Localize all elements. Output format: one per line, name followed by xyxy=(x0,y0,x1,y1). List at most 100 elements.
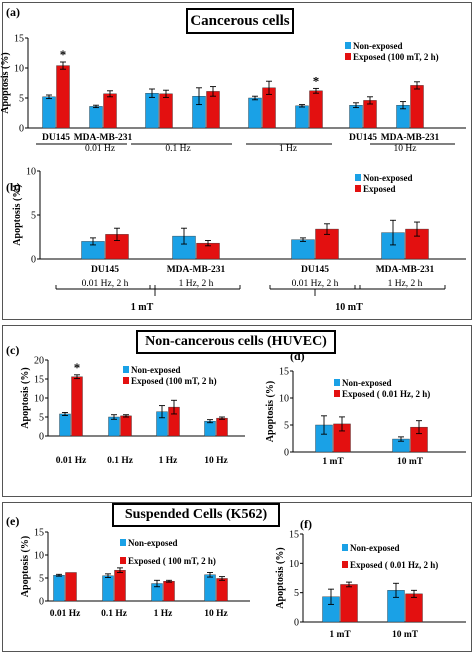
y-tick-label: 5 xyxy=(39,413,44,424)
y-tick-label: 0 xyxy=(19,124,24,135)
legend-swatch xyxy=(120,557,126,564)
y-axis-label: Apoptosis (%) xyxy=(20,536,31,597)
x-category-label: DU145 xyxy=(349,133,377,143)
y-tick-label: 5 xyxy=(294,588,299,599)
y-tick-label: 15 xyxy=(279,367,289,378)
legend-label: Non-exposed xyxy=(363,173,413,183)
bar xyxy=(410,85,424,129)
legend-label: Exposed ( 0.01 Hz, 2 h) xyxy=(342,389,430,399)
panel-letter: (f) xyxy=(300,517,312,531)
x-category-label: 10 mT xyxy=(392,630,419,640)
y-axis-label: Apoptosis (%) xyxy=(12,184,23,245)
bar xyxy=(114,569,126,602)
legend-label: Exposed ( 0.01 Hz, 2 h) xyxy=(350,560,438,570)
x-sublabel: 0.01 Hz, 2 h xyxy=(82,279,129,289)
y-tick-label: 10 xyxy=(279,394,289,405)
group-label: 10 Hz xyxy=(394,144,417,154)
significance-star: * xyxy=(74,360,81,375)
group-label: 1 Hz xyxy=(279,144,297,154)
x-category-label: 10 mT xyxy=(397,457,424,467)
y-tick-label: 0 xyxy=(39,432,44,443)
bar xyxy=(405,593,423,623)
y-tick-label: 0 xyxy=(31,255,36,266)
bar xyxy=(340,584,358,623)
noncancerous-heading: Non-cancerous cells (HUVEC) xyxy=(136,330,336,354)
legend-swatch xyxy=(342,544,348,551)
bar xyxy=(349,104,363,129)
y-tick-label: 10 xyxy=(289,559,299,570)
bar xyxy=(103,93,117,129)
legend-label: Non-exposed xyxy=(342,378,392,388)
legend-label: Exposed (100 mT, 2 h) xyxy=(353,52,439,62)
y-tick-label: 5 xyxy=(31,211,36,222)
bar xyxy=(59,413,71,437)
bar xyxy=(56,65,70,129)
legend-label: Non-exposed xyxy=(131,365,181,375)
bar xyxy=(204,574,216,602)
y-tick-label: 0 xyxy=(39,597,44,608)
x-category-label: MDA-MB-231 xyxy=(167,265,226,275)
panel-letter: (c) xyxy=(6,343,19,357)
legend-swatch xyxy=(120,539,126,546)
y-tick-label: 0 xyxy=(284,448,289,459)
x-sublabel: 1 Hz, 2 h xyxy=(388,279,423,289)
y-tick-label: 5 xyxy=(39,574,44,585)
bar xyxy=(163,581,175,602)
bar xyxy=(295,105,309,129)
legend-label: Non-exposed xyxy=(353,41,403,51)
significance-star: * xyxy=(60,47,67,62)
panel-letter: (a) xyxy=(6,5,20,19)
group-label: 0.1 Hz xyxy=(165,144,190,154)
legend-swatch xyxy=(334,379,340,386)
y-tick-label: 15 xyxy=(34,375,44,386)
legend-label: Exposed (100 mT, 2 h) xyxy=(131,376,217,386)
panel-letter: (e) xyxy=(6,514,19,528)
panel-letter: (b) xyxy=(6,180,21,194)
x-category-label: 1 mT xyxy=(322,457,344,467)
bar xyxy=(42,96,56,129)
group-label: 0.01 Hz xyxy=(85,144,115,154)
x-category-label: 10 Hz xyxy=(204,609,228,619)
suspended-heading: Suspended Cells (K562) xyxy=(112,503,280,527)
y-tick-label: 15 xyxy=(14,34,24,45)
y-axis-label: Apoptosis (%) xyxy=(275,547,286,608)
legend-swatch xyxy=(345,42,351,49)
x-category-label: 0.01 Hz xyxy=(50,609,81,619)
legend-swatch xyxy=(123,377,129,384)
bar xyxy=(145,92,159,129)
x-category-label: DU145 xyxy=(42,133,70,143)
group-label: 10 mT xyxy=(335,302,363,313)
legend-swatch xyxy=(345,53,351,60)
legend-label: Non-exposed xyxy=(350,543,400,553)
legend-swatch xyxy=(355,185,361,192)
y-tick-label: 0 xyxy=(294,618,299,629)
y-tick-label: 5 xyxy=(19,94,24,105)
x-category-label: 1 mT xyxy=(329,630,351,640)
bar xyxy=(65,572,77,602)
bar xyxy=(363,100,377,129)
y-tick-label: 10 xyxy=(34,394,44,405)
legend-label: Exposed ( 100 mT, 2 h) xyxy=(128,556,216,566)
x-category-label: 1 Hz xyxy=(159,456,179,466)
noncancerous-section xyxy=(2,325,472,497)
group-label: 1 mT xyxy=(131,302,154,313)
x-category-label: MDA-MB-231 xyxy=(74,133,133,143)
x-category-label: MDA-MB-231 xyxy=(376,265,435,275)
y-tick-label: 15 xyxy=(34,528,44,539)
y-tick-label: 10 xyxy=(26,167,36,178)
x-category-label: 0.1 Hz xyxy=(107,456,134,466)
y-tick-label: 10 xyxy=(14,64,24,75)
significance-star: * xyxy=(313,73,320,88)
x-category-label: 1 Hz xyxy=(154,609,174,619)
x-category-label: 0.01 Hz xyxy=(56,456,87,466)
suspended-section xyxy=(2,502,472,652)
y-tick-label: 5 xyxy=(284,421,289,432)
y-axis-label: Apoptosis (%) xyxy=(20,367,31,428)
bar xyxy=(108,416,120,437)
legend-swatch xyxy=(355,174,361,181)
bar xyxy=(291,239,315,260)
cancerous-section xyxy=(2,2,472,320)
y-tick-label: 15 xyxy=(289,530,299,541)
legend-label: Non-exposed xyxy=(128,538,178,548)
